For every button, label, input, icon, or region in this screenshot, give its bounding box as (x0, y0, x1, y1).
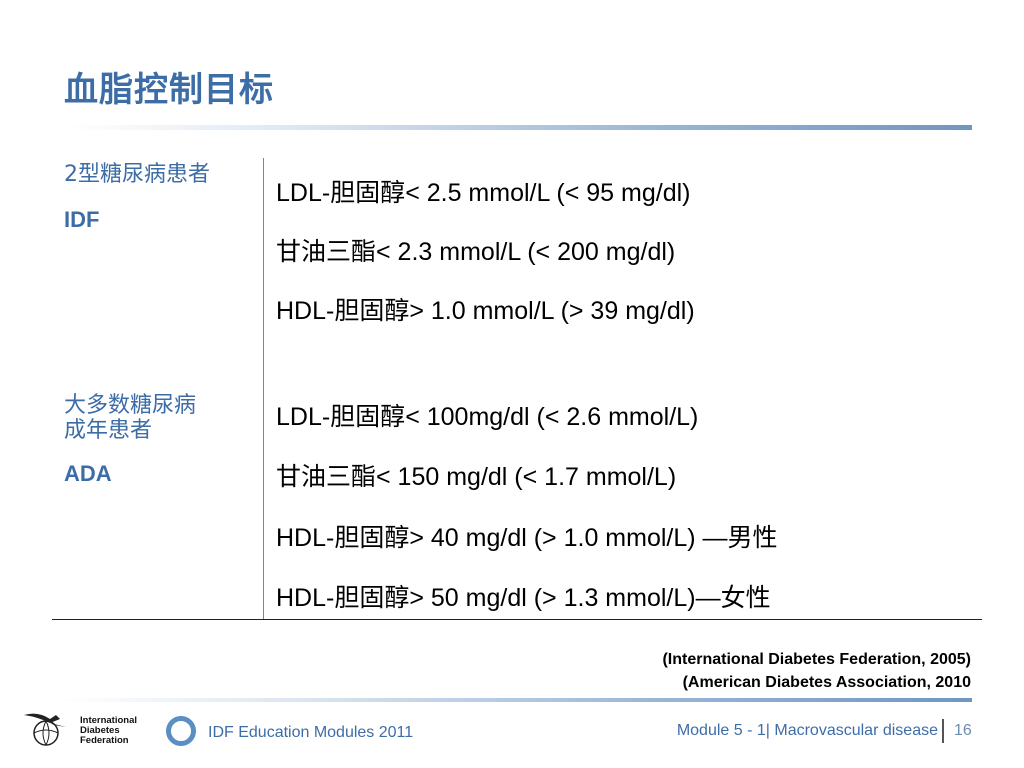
reference-ada: (American Diabetes Association, 2010 (682, 674, 971, 691)
target-row: HDL-胆固醇> 1.0 mmol/L (> 39 mg/dl) (276, 291, 695, 327)
module-info: Module 5 - 1| Macrovascular disease (676, 722, 938, 739)
row-suffix: 女性 (720, 584, 771, 612)
target-row: LDL-胆固醇< 100mg/dl (< 2.6 mmol/L) (276, 397, 698, 433)
target-row: HDL-胆固醇> 40 mg/dl (> 1.0 mmol/L) —男性 (276, 518, 778, 554)
target-row: 甘油三酯< 2.3 mmol/L (< 200 mg/dl) (276, 232, 675, 268)
row-name: HDL-胆固醇 (276, 524, 410, 552)
row-value: > 50 mg/dl (> 1.3 mmol/L)— (409, 584, 721, 612)
group-label-line: 2型糖尿病患者 (64, 162, 210, 187)
row-value: > 1.0 mmol/L (> 39 mg/dl) (409, 297, 695, 325)
modules-label: IDF Education Modules 2011 (208, 724, 414, 741)
footer-divider (60, 698, 972, 702)
idf-logo-line: International (80, 715, 138, 726)
slide-title: 血脂控制目标 (64, 70, 274, 110)
row-value: < 2.5 mmol/L (< 95 mg/dl) (405, 179, 691, 207)
row-name: LDL-胆固醇 (276, 403, 406, 431)
idf-bird-globe-icon (24, 713, 66, 746)
target-row: LDL-胆固醇< 2.5 mmol/L (< 95 mg/dl) (276, 173, 691, 209)
row-name: LDL-胆固醇 (276, 179, 406, 207)
row-value: > 40 mg/dl (> 1.0 mmol/L) — (409, 524, 728, 552)
group-org: IDF (64, 207, 100, 232)
page-separator (942, 719, 944, 743)
ring-icon (166, 716, 196, 746)
idf-logo-line: Federation (80, 735, 129, 746)
page-number: 16 (954, 722, 972, 739)
column-divider (263, 158, 264, 620)
target-row: 甘油三酯< 150 mg/dl (< 1.7 mmol/L) (276, 457, 676, 493)
target-row: HDL-胆固醇> 50 mg/dl (> 1.3 mmol/L)—女性 (276, 578, 771, 614)
row-value: < 2.3 mmol/L (< 200 mg/dl) (376, 238, 676, 266)
group-label-line: 大多数糖尿病 (64, 393, 197, 418)
row-name: 甘油三酯 (276, 238, 377, 266)
row-name: HDL-胆固醇 (276, 584, 410, 612)
group-label-line: 成年患者 (64, 418, 153, 443)
row-name: 甘油三酯 (276, 463, 377, 491)
row-value: < 100mg/dl (< 2.6 mmol/L) (405, 403, 699, 431)
group-org: ADA (64, 461, 112, 486)
table-bottom-rule (52, 619, 982, 620)
title-divider (68, 125, 972, 130)
idf-logo-line: Diabetes (80, 725, 120, 736)
row-suffix: 男性 (727, 524, 778, 552)
reference-idf: (International Diabetes Federation, 2005… (662, 651, 971, 668)
row-value: < 150 mg/dl (< 1.7 mmol/L) (376, 463, 677, 491)
row-name: HDL-胆固醇 (276, 297, 410, 325)
idf-logo-text: International Diabetes Federation (80, 716, 137, 746)
